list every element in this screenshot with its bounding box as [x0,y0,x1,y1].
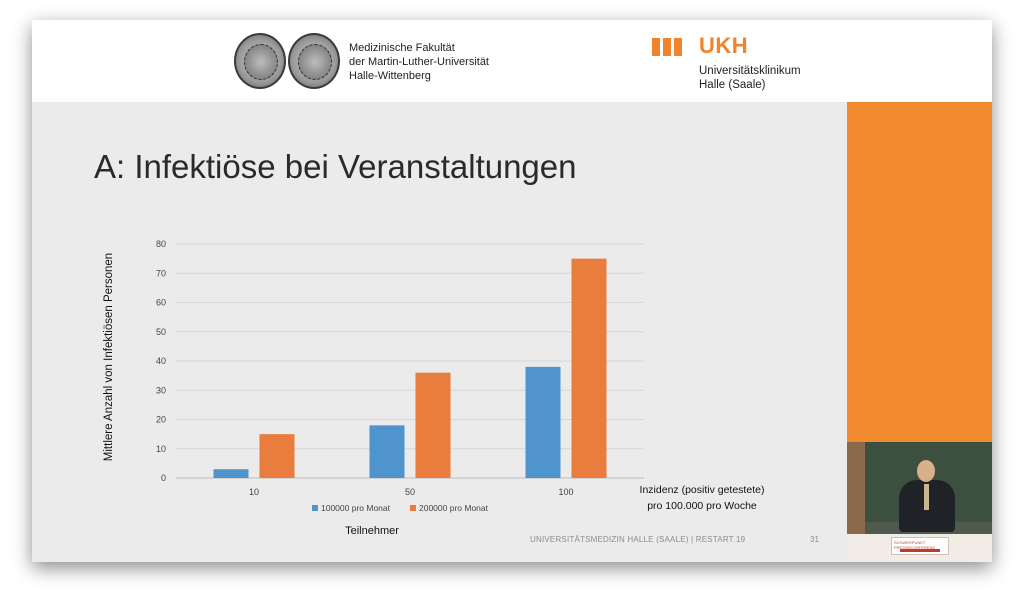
bar-series2 [415,372,451,478]
y-tick-label: 60 [156,298,166,308]
orange-side-panel [847,102,992,442]
bar-series2 [571,258,607,478]
legend-swatch [312,505,318,511]
axis-annotation: pro 100.000 pro Woche [647,500,757,512]
bar-series1 [525,366,561,478]
faculty-line: der Martin-Luther-Universität [349,56,489,68]
university-seal-logo [234,33,286,89]
faculty-name: Medizinische Fakultät der Martin-Luther-… [349,41,489,83]
axis-annotation: Inzidenz (positiv getestete) [640,484,765,496]
faculty-line: Medizinische Fakultät [349,42,455,54]
y-tick-label: 20 [156,415,166,425]
speaker-head [917,460,935,482]
faculty-line: Halle-Wittenberg [349,70,431,82]
bar-series1 [213,469,249,478]
legend-label: 200000 pro Monat [419,503,489,513]
speaker-video: SCHWERPUNKT PRESSEKONFERENZ [847,442,992,562]
x-tick-label: 50 [405,487,415,497]
page-number: 31 [810,535,819,544]
name-card-line: PRESSEKONFERENZ [894,545,935,550]
y-tick-label: 10 [156,444,166,454]
y-tick-label: 40 [156,356,166,366]
legend-swatch [410,505,416,511]
y-tick-label: 0 [161,473,166,483]
name-card-line: SCHWERPUNKT [894,540,926,545]
x-axis-title: Teilnehmer [345,525,399,537]
slide-footer: UNIVERSITÄTSMEDIZIN HALLE (SAALE) | REST… [530,535,746,544]
y-axis-title: Mittlere Anzahl von Infektiösen Personen [103,253,115,461]
ukh-line: Halle (Saale) [699,79,766,91]
y-tick-label: 80 [156,239,166,249]
ukh-line: Universitätsklinikum [699,65,801,77]
name-card: SCHWERPUNKT PRESSEKONFERENZ [891,537,949,555]
ukh-name: Universitätsklinikum Halle (Saale) [699,64,801,92]
faculty-seal-logo [288,33,340,89]
bar-series1 [369,425,405,478]
bar-chart: 0 10 20 30 40 50 60 70 80 10 50 100 Mittlere Anzahl … [103,239,765,537]
y-tick-label: 50 [156,327,166,337]
slide-title: A: Infektiöse bei Veranstaltungen [94,148,577,185]
slide-header: Medizinische Fakultät der Martin-Luther-… [32,20,992,102]
slide-frame: Medizinische Fakultät der Martin-Luther-… [32,20,992,562]
legend-label: 100000 pro Monat [321,503,391,513]
y-tick-label: 30 [156,385,166,395]
ukh-logo-text: UKH [699,33,749,58]
x-tick-label: 100 [558,487,573,497]
ukh-logo-bars [652,38,682,56]
bar-series2 [259,434,295,478]
x-tick-label: 10 [249,487,259,497]
y-tick-label: 70 [156,268,166,278]
